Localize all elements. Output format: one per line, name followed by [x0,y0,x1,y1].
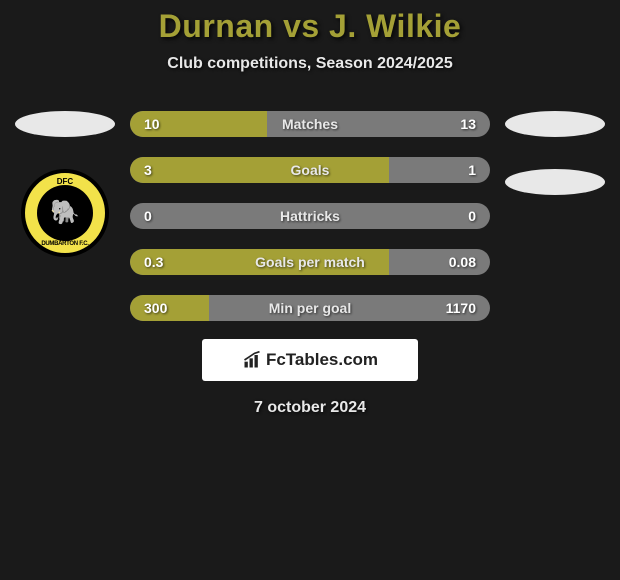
stat-label: Goals [291,162,330,178]
stat-left-value: 300 [144,300,167,316]
stat-right-value: 1 [468,162,476,178]
stat-bar-matches: 10 Matches 13 [130,111,490,137]
stat-right-value: 0.08 [449,254,476,270]
stat-bar-goals-per-match: 0.3 Goals per match 0.08 [130,249,490,275]
badge-inner: 🐘 [37,185,93,241]
stat-bar-hattricks: 0 Hattricks 0 [130,203,490,229]
left-column: DFC 🐘 DUMBARTON F.C. [15,111,115,257]
stat-bar-goals: 3 Goals 1 [130,157,490,183]
player2-avatar [505,111,605,137]
stat-label: Matches [282,116,338,132]
club-badge-dumbarton: DFC 🐘 DUMBARTON F.C. [21,169,109,257]
page-title: Durnan vs J. Wilkie [159,8,462,45]
stat-fill [130,157,389,183]
stat-right-value: 0 [468,208,476,224]
chart-icon [242,350,262,370]
stat-fill [130,295,209,321]
player1-avatar [15,111,115,137]
stat-label: Goals per match [255,254,365,270]
title-vs: vs [283,8,320,44]
title-player2: J. Wilkie [329,8,461,44]
elephant-icon: 🐘 [50,201,80,225]
stat-label: Min per goal [269,300,351,316]
badge-text-bottom: DUMBARTON F.C. [41,241,88,247]
site-logo-text: FcTables.com [266,350,378,370]
stat-right-value: 13 [460,116,476,132]
subtitle: Club competitions, Season 2024/2025 [167,55,452,73]
player2-club-avatar [505,169,605,195]
stats-column: 10Matches133Goals10Hattricks00.3Goals pe… [130,111,490,321]
right-column [505,111,605,195]
stat-right-value: 1170 [446,300,476,316]
stat-label: Hattricks [280,208,340,224]
stat-bar-min-per-goal: 300 Min per goal 1170 [130,295,490,321]
stat-left-value: 10 [144,116,160,132]
site-logo-box: FcTables.com [202,339,418,381]
date-text: 7 october 2024 [254,399,366,417]
title-player1: Durnan [159,8,274,44]
stat-left-value: 0.3 [144,254,163,270]
stat-left-value: 0 [144,208,152,224]
stat-left-value: 3 [144,162,152,178]
content-row: DFC 🐘 DUMBARTON F.C. 10Matches133Goals10… [0,111,620,321]
